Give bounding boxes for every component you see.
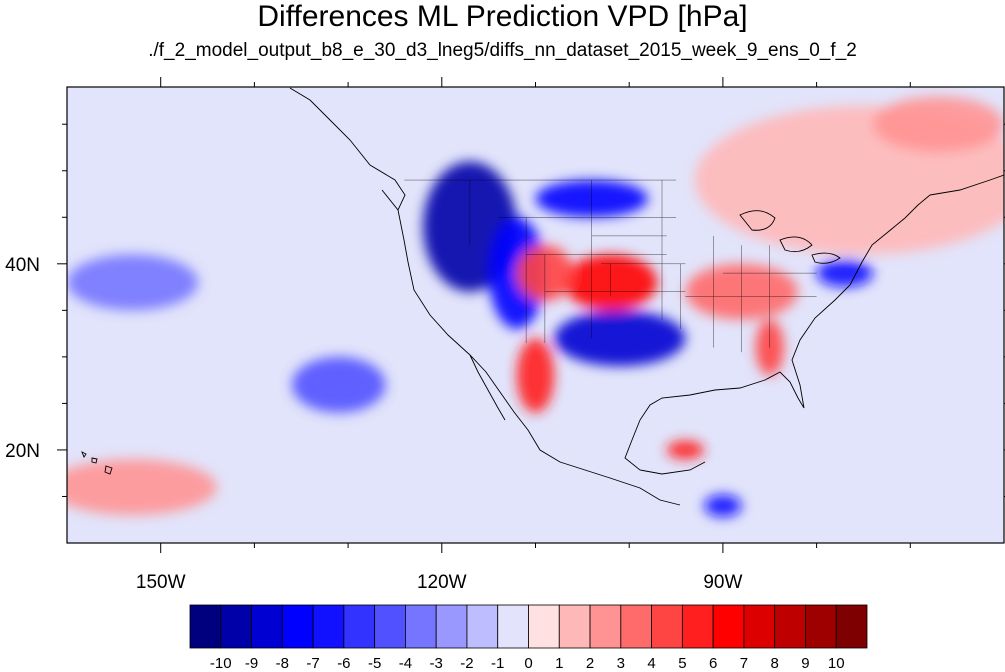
- colorbar-label: -4: [399, 655, 412, 672]
- colorbar: [189, 604, 868, 649]
- colorbar-swatch: [620, 604, 652, 649]
- colorbar-label: 4: [647, 655, 655, 672]
- colorbar-swatch: [189, 604, 222, 649]
- colorbar-label: 7: [740, 655, 748, 672]
- colorbar-swatch: [220, 604, 252, 649]
- anomaly-patch: [554, 310, 686, 367]
- colorbar-label: -1: [491, 655, 504, 672]
- colorbar-labels: -10 -9 -8 -7 -6 -5 -4 -3 -2 -1 0 1 2 3 4 5 6 7 8 9 10: [210, 655, 845, 672]
- colorbar-swatch: [651, 604, 683, 649]
- axis-ticks: [57, 77, 1005, 553]
- colorbar-label: -9: [245, 655, 258, 672]
- chart-subtitle: ./f_2_model_output_b8_e_30_d3_lneg5/diff…: [148, 40, 857, 61]
- colorbar-label: -3: [430, 655, 443, 672]
- colorbar-label: 0: [524, 655, 532, 672]
- colorbar-swatch: [435, 604, 468, 649]
- colorbar-swatch: [528, 604, 560, 649]
- colorbar-swatch: [466, 604, 499, 649]
- colorbar-swatch: [405, 604, 437, 649]
- anomaly-patch: [67, 254, 199, 311]
- colorbar-swatch: [805, 604, 837, 649]
- colorbar-swatch: [343, 604, 376, 649]
- colorbar-swatch: [681, 604, 714, 649]
- colorbar-label: 8: [771, 655, 779, 672]
- colorbar-swatch: [589, 604, 622, 649]
- anomaly-patch: [516, 338, 555, 413]
- colorbar-swatch: [312, 604, 345, 649]
- colorbar-label: 2: [586, 655, 594, 672]
- colorbar-label: 1: [555, 655, 563, 672]
- state-borders: [404, 179, 817, 353]
- colorbar-swatch: [835, 604, 868, 649]
- colorbar-label: -5: [368, 655, 381, 672]
- colorbar-label: 3: [617, 655, 625, 672]
- colorbar-label: -2: [460, 655, 473, 672]
- colorbar-label: -7: [306, 655, 319, 672]
- anomaly-patch: [816, 259, 873, 288]
- colorbar-swatch: [281, 604, 314, 649]
- chart-title: Differences ML Prediction VPD [hPa]: [257, 0, 748, 33]
- anomaly-patch: [704, 494, 742, 517]
- colorbar-label: 5: [678, 655, 686, 672]
- anomaly-patch: [67, 459, 217, 516]
- colorbar-swatch: [497, 604, 529, 649]
- anomaly-patch: [666, 440, 705, 460]
- lon-tick-label: 90W: [703, 572, 742, 593]
- lat-tick-label: 40N: [5, 255, 40, 276]
- anomaly-patch: [872, 96, 1004, 153]
- colorbar-label: -8: [276, 655, 289, 672]
- colorbar-label: -10: [210, 655, 232, 672]
- axis-tick-labels: 150W 120W 90W 40N 20N: [5, 255, 742, 593]
- coastlines: [81, 87, 1004, 506]
- colorbar-label: -6: [337, 655, 350, 672]
- lon-tick-label: 120W: [417, 572, 467, 593]
- colorbar-swatch: [374, 604, 406, 649]
- colorbar-label: 6: [709, 655, 717, 672]
- colorbar-swatch: [743, 604, 776, 649]
- lon-tick-label: 150W: [136, 572, 186, 593]
- colorbar-label: 10: [828, 655, 845, 672]
- colorbar-swatch: [558, 604, 591, 649]
- colorbar-swatch: [774, 604, 806, 649]
- anomaly-patch: [291, 356, 386, 413]
- colorbar-swatch: [251, 604, 283, 649]
- lat-tick-label: 20N: [5, 441, 40, 462]
- colorbar-swatch: [712, 604, 745, 649]
- colorbar-label: 9: [801, 655, 809, 672]
